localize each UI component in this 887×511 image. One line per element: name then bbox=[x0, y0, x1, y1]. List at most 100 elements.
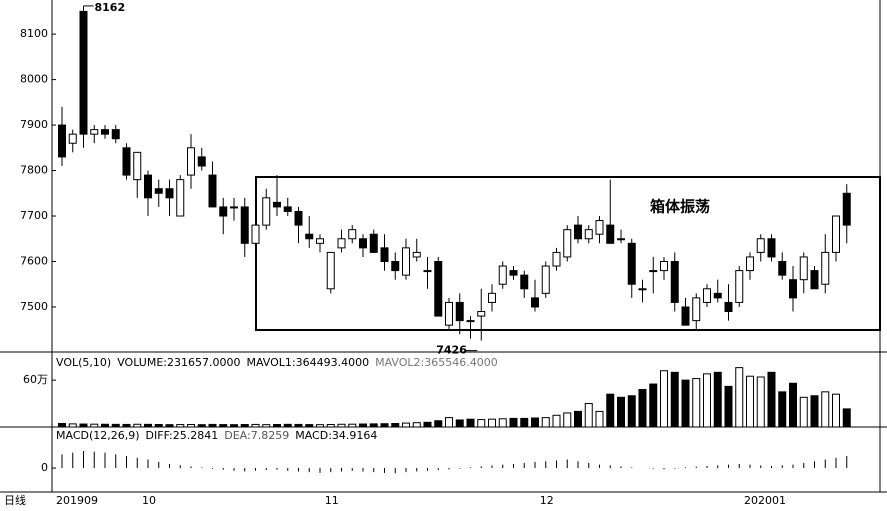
y-tick-label: 7800 bbox=[20, 164, 48, 177]
candle-body bbox=[713, 292, 722, 299]
candle-body bbox=[187, 147, 195, 176]
candle-body bbox=[122, 147, 131, 176]
volume-bar bbox=[208, 423, 217, 428]
candle-body bbox=[509, 270, 518, 276]
candle-body bbox=[660, 260, 668, 272]
y-tick-label: 8000 bbox=[20, 73, 48, 86]
volume-bar bbox=[294, 423, 303, 428]
candle-body bbox=[402, 247, 410, 276]
candle-body bbox=[337, 238, 346, 249]
volume-bar bbox=[154, 424, 163, 428]
candle-body bbox=[79, 10, 88, 135]
y-tick-label: 0 bbox=[41, 461, 48, 474]
volume-bar bbox=[692, 378, 701, 428]
volume-bar bbox=[735, 367, 744, 428]
candle-body bbox=[68, 133, 77, 144]
candle-body bbox=[305, 233, 314, 240]
volume-bar bbox=[187, 424, 195, 428]
volume-bar bbox=[165, 424, 174, 428]
y-tick-label: 8100 bbox=[20, 27, 48, 40]
volume-bar bbox=[681, 379, 690, 428]
candle-body bbox=[273, 201, 281, 208]
volume-bar bbox=[133, 423, 142, 428]
candle-body bbox=[498, 265, 507, 285]
volume-bar bbox=[606, 393, 615, 428]
volume-bar bbox=[574, 410, 582, 428]
volume-bar bbox=[412, 422, 421, 428]
candle-body bbox=[369, 233, 378, 253]
volume-bar bbox=[509, 417, 518, 428]
volume-bar bbox=[842, 408, 851, 428]
volume-bar bbox=[799, 396, 808, 428]
volume-bar bbox=[58, 422, 66, 428]
candle-body bbox=[778, 260, 787, 276]
candle-body bbox=[326, 251, 335, 290]
volume-bar bbox=[541, 417, 550, 428]
candle-body bbox=[649, 270, 658, 273]
candle-body bbox=[434, 260, 443, 317]
candle-body bbox=[412, 251, 421, 258]
volume-bar bbox=[68, 423, 77, 428]
candle-body bbox=[735, 270, 744, 303]
x-tick-label: 201909 bbox=[56, 494, 98, 507]
volume-bar bbox=[746, 375, 754, 428]
volume-bar bbox=[434, 420, 443, 428]
volume-bar bbox=[101, 423, 109, 428]
candle-body bbox=[240, 206, 249, 244]
volume-bar bbox=[617, 396, 625, 428]
candle-body bbox=[681, 306, 690, 326]
candle-body bbox=[842, 192, 851, 226]
candle-body bbox=[176, 179, 185, 217]
volume-bar bbox=[111, 423, 120, 428]
candle-body bbox=[58, 124, 66, 158]
candle-body bbox=[208, 174, 217, 208]
x-tick-label: 11 bbox=[325, 494, 339, 507]
volume-bar bbox=[122, 423, 131, 428]
candle-body bbox=[670, 260, 679, 303]
volume-bar bbox=[670, 371, 679, 428]
volume-bar bbox=[219, 424, 228, 428]
volume-bar bbox=[348, 423, 357, 428]
candle-body bbox=[595, 220, 604, 235]
volume-bar bbox=[423, 421, 432, 428]
volume-bar bbox=[488, 418, 496, 428]
y-tick-label: 7900 bbox=[20, 118, 48, 131]
volume-bar bbox=[273, 424, 281, 428]
candle-body bbox=[767, 238, 776, 258]
candle-body bbox=[154, 188, 163, 194]
candle-body bbox=[638, 288, 647, 291]
volume-bar bbox=[520, 417, 529, 428]
candle-body bbox=[477, 311, 486, 317]
volume-bar bbox=[552, 414, 561, 428]
candle-body bbox=[348, 229, 357, 240]
header-item: DIFF:25.2841 bbox=[146, 429, 219, 442]
candle-body bbox=[197, 156, 206, 167]
candle-body bbox=[724, 301, 733, 313]
candle-body bbox=[756, 238, 765, 253]
volume-bar bbox=[832, 393, 840, 428]
volume-bar bbox=[262, 424, 271, 428]
volume-bar bbox=[756, 376, 765, 428]
volume-bar bbox=[531, 417, 539, 428]
volume-bar bbox=[563, 412, 572, 428]
volume-bar bbox=[369, 423, 378, 428]
candle-body bbox=[165, 188, 174, 199]
candle-body bbox=[606, 224, 615, 244]
candle-body bbox=[541, 265, 550, 294]
candle-body bbox=[574, 224, 582, 240]
candle-body bbox=[359, 238, 367, 249]
volume-bar bbox=[498, 418, 507, 428]
volume-bar bbox=[240, 424, 249, 428]
candle-body bbox=[617, 238, 625, 241]
candle-body bbox=[230, 206, 238, 209]
x-tick-label: 202001 bbox=[744, 494, 786, 507]
volume-bar bbox=[359, 423, 367, 428]
header-item: VOL(5,10) bbox=[56, 356, 111, 369]
y-tick-label: 7700 bbox=[20, 209, 48, 222]
candle-body bbox=[552, 251, 561, 267]
panel-header: MACD(12,26,9) DIFF:25.2841 DEA:7.8259 MACD:… bbox=[56, 429, 377, 442]
candle-body bbox=[445, 301, 453, 326]
annotation: 7426 bbox=[436, 344, 467, 357]
volume-bar bbox=[810, 395, 819, 428]
